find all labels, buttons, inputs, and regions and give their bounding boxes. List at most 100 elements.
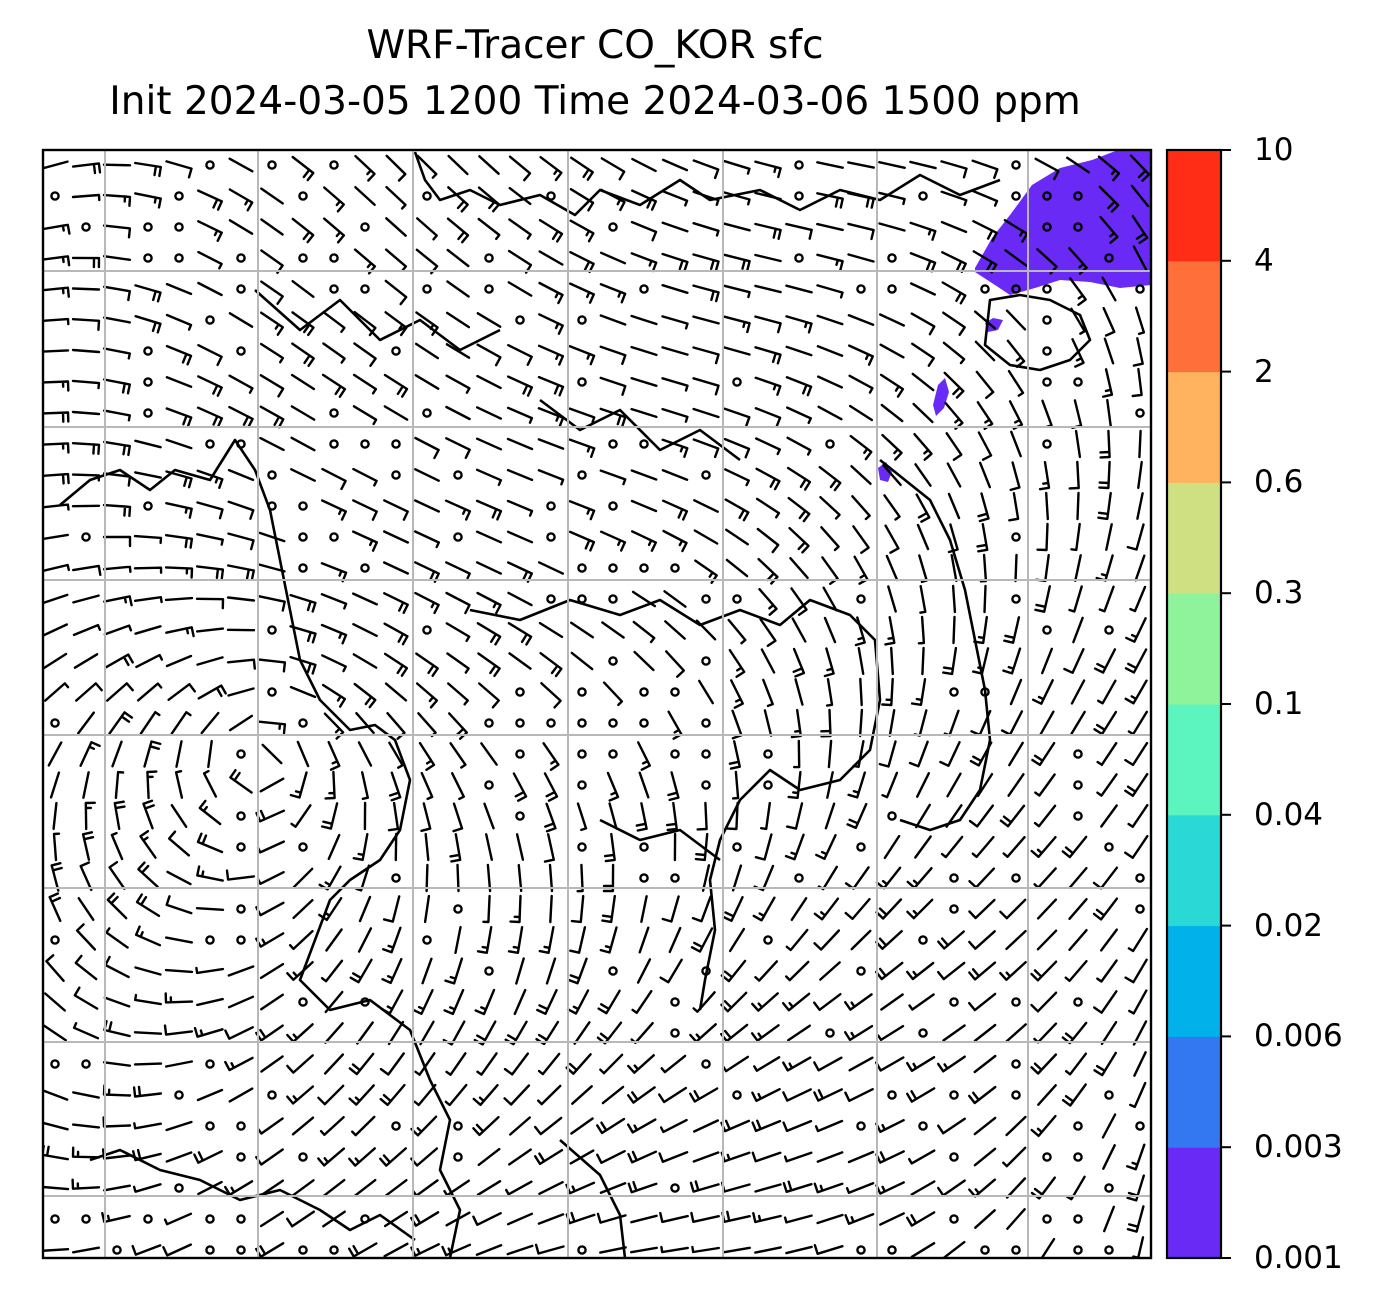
wind-barb — [195, 907, 225, 911]
wind-barb — [164, 566, 194, 579]
wind-barb — [968, 992, 997, 1012]
wind-barb — [73, 653, 99, 669]
wind-barb — [258, 563, 286, 573]
calm-wind-circle — [1011, 284, 1021, 294]
wind-barb — [1105, 523, 1113, 551]
calm-wind-circle — [1042, 377, 1052, 387]
wind-barb — [256, 871, 285, 885]
calm-wind-circle — [856, 594, 866, 604]
wind-barb — [537, 1052, 561, 1076]
wind-barb — [816, 345, 844, 357]
wind-barb — [255, 1024, 284, 1042]
wind-barb — [1034, 157, 1060, 181]
wind-barb — [475, 1244, 503, 1256]
wind-barb — [164, 968, 194, 974]
wind-barb — [259, 777, 285, 793]
wind-barb — [723, 284, 751, 299]
wind-barb — [782, 1056, 812, 1072]
wind-barb — [79, 741, 101, 767]
wind-barb — [506, 406, 534, 424]
wind-barb — [1138, 429, 1142, 459]
wind-barb — [721, 1210, 751, 1223]
wind-barb — [660, 1245, 689, 1254]
wind-barb — [937, 930, 965, 950]
wind-barb — [1093, 710, 1118, 736]
calm-wind-circle — [856, 284, 866, 294]
wind-barb — [973, 310, 997, 330]
wind-barb — [723, 407, 751, 427]
wind-barb — [630, 1214, 658, 1224]
wind-barb — [379, 1083, 406, 1107]
wind-barb — [348, 1052, 375, 1076]
wind-barb — [383, 1242, 409, 1258]
wind-barb — [322, 217, 346, 244]
wind-barb — [355, 712, 375, 734]
calm-wind-circle — [980, 284, 990, 294]
calm-wind-circle — [887, 1245, 897, 1255]
wind-barb — [134, 284, 162, 303]
wind-barb — [570, 651, 594, 671]
wind-barb — [692, 315, 720, 325]
wind-barb — [1100, 928, 1118, 952]
wind-barb — [942, 646, 958, 676]
calm-wind-circle — [329, 1245, 339, 1255]
calm-wind-circle — [856, 842, 866, 852]
colorbar-tick-label: 0.02 — [1254, 907, 1324, 944]
wind-barb — [1124, 679, 1148, 705]
calm-wind-circle — [1073, 997, 1083, 1007]
wind-barb — [603, 832, 616, 863]
wind-barb — [569, 219, 595, 243]
calm-wind-circle — [298, 501, 308, 511]
wind-barb — [195, 565, 225, 580]
wind-barb — [723, 346, 751, 356]
calm-wind-circle — [887, 1090, 897, 1100]
wind-barb — [599, 469, 627, 486]
wind-barb — [228, 714, 254, 732]
wind-barb — [291, 280, 315, 298]
wind-barb — [536, 989, 558, 1015]
wind-barb — [596, 1212, 627, 1224]
wind-barb — [385, 185, 407, 210]
calm-wind-circle — [577, 687, 587, 697]
wind-barb — [658, 1086, 688, 1104]
wind-barb — [660, 1054, 687, 1074]
wind-barb — [507, 591, 533, 607]
wind-barb — [260, 1055, 284, 1073]
colorbar-tick-label: 10 — [1254, 132, 1294, 168]
calm-wind-circle — [143, 501, 153, 511]
wind-barb — [1033, 1022, 1058, 1044]
wind-barb — [229, 769, 253, 794]
wind-barb — [569, 926, 587, 954]
calm-wind-circle — [1042, 625, 1052, 635]
wind-barb — [321, 373, 347, 398]
calm-wind-circle — [670, 873, 680, 883]
wind-barb — [352, 467, 378, 487]
wind-barb — [322, 1178, 346, 1198]
calm-wind-circle — [298, 532, 308, 542]
wind-barb — [847, 314, 875, 326]
wind-barb — [600, 188, 626, 212]
wind-barb — [139, 830, 157, 859]
wind-barb — [910, 312, 936, 336]
wind-barb — [196, 656, 224, 666]
wind-barb — [48, 892, 62, 923]
wind-barb — [133, 566, 163, 574]
wind-barb — [165, 282, 193, 296]
wind-barb — [661, 252, 689, 272]
wind-barb — [71, 473, 101, 482]
wind-barb — [165, 502, 193, 519]
wind-barb — [952, 615, 956, 645]
wind-barb — [543, 772, 559, 802]
wind-barb — [1041, 399, 1053, 429]
calm-wind-circle — [639, 842, 649, 852]
wind-barb — [43, 1247, 70, 1252]
wind-barb — [318, 865, 342, 891]
wind-barb — [383, 373, 409, 398]
wind-barb — [292, 898, 314, 920]
wind-barb — [257, 658, 287, 673]
calm-wind-circle — [298, 1152, 308, 1162]
calm-wind-circle — [1042, 222, 1052, 232]
wind-barb — [291, 155, 315, 182]
calm-wind-circle — [298, 718, 308, 728]
wind-barb — [383, 530, 409, 544]
